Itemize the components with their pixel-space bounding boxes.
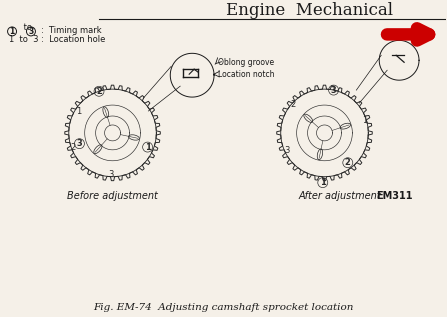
Text: 3: 3 xyxy=(109,170,114,179)
Text: 3: 3 xyxy=(28,27,34,36)
Text: to: to xyxy=(21,23,34,32)
Text: 2: 2 xyxy=(291,100,296,109)
Text: :  Timing mark: : Timing mark xyxy=(41,26,101,35)
Text: 1  to  3 :  Location hole: 1 to 3 : Location hole xyxy=(9,35,105,44)
Text: 1: 1 xyxy=(362,115,367,125)
Text: Before adjustment: Before adjustment xyxy=(67,191,158,201)
Text: 2: 2 xyxy=(96,87,102,96)
Text: Engine  Mechanical: Engine Mechanical xyxy=(226,2,393,19)
Text: 1: 1 xyxy=(145,143,151,152)
Text: 3: 3 xyxy=(76,139,82,148)
Text: After adjustment: After adjustment xyxy=(298,191,381,201)
Text: 1: 1 xyxy=(9,27,15,36)
Text: 3: 3 xyxy=(331,86,337,94)
Text: 2: 2 xyxy=(71,143,76,152)
Text: 2: 2 xyxy=(345,158,351,167)
Text: 3: 3 xyxy=(284,146,289,155)
Text: Oblong groove: Oblong groove xyxy=(218,58,274,67)
Text: Fig. EM-74  Adjusting camshaft sprocket location: Fig. EM-74 Adjusting camshaft sprocket l… xyxy=(93,302,353,312)
Text: 1: 1 xyxy=(76,107,81,116)
Text: EM311: EM311 xyxy=(376,191,413,201)
Text: Location notch: Location notch xyxy=(218,70,274,79)
Text: 1: 1 xyxy=(320,178,326,187)
